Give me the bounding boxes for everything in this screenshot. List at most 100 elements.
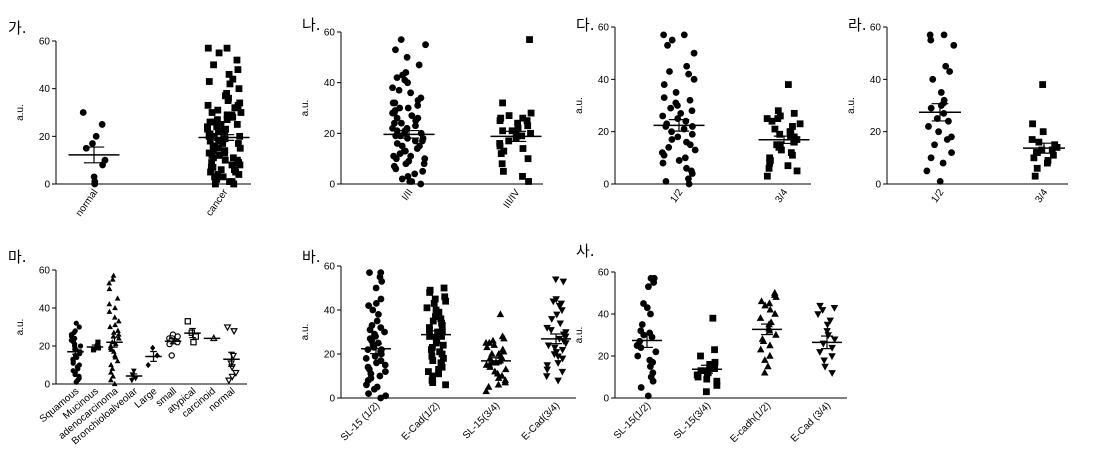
data-point bbox=[706, 361, 714, 368]
y-axis-title: a.u. bbox=[15, 319, 26, 336]
data-point bbox=[1029, 120, 1036, 128]
data-point bbox=[524, 122, 532, 130]
data-point bbox=[370, 385, 378, 393]
data-point bbox=[946, 68, 954, 75]
data-point bbox=[688, 130, 696, 138]
data-point bbox=[205, 132, 213, 140]
data-point bbox=[429, 357, 437, 364]
data-point bbox=[761, 356, 769, 363]
data-point bbox=[638, 321, 646, 328]
data-point bbox=[697, 352, 704, 360]
data-point bbox=[554, 377, 562, 385]
data-point bbox=[209, 163, 217, 171]
data-point bbox=[764, 362, 772, 370]
data-point bbox=[219, 140, 227, 147]
data-point bbox=[772, 293, 780, 300]
data-point bbox=[109, 276, 116, 282]
category-label: 1/2 bbox=[668, 187, 685, 205]
data-point bbox=[373, 317, 381, 325]
data-point bbox=[404, 79, 412, 87]
data-point bbox=[98, 121, 106, 128]
data-point bbox=[73, 320, 79, 326]
data-point bbox=[668, 136, 676, 143]
category-label: 1/2 bbox=[929, 187, 946, 205]
data-point bbox=[235, 85, 243, 93]
data-point bbox=[556, 320, 565, 328]
data-point bbox=[110, 272, 117, 278]
data-point bbox=[438, 322, 446, 329]
panel-label: 사. bbox=[576, 242, 595, 260]
data-point bbox=[438, 333, 445, 340]
panel-label: 나. bbox=[302, 16, 321, 34]
data-point bbox=[130, 368, 137, 374]
data-point bbox=[766, 351, 774, 359]
y-tick-label: 20 bbox=[324, 129, 336, 140]
data-point bbox=[830, 304, 839, 312]
data-point bbox=[644, 392, 652, 400]
data-point bbox=[432, 339, 440, 347]
data-point bbox=[502, 365, 510, 373]
data-point bbox=[554, 360, 562, 367]
data-point bbox=[168, 352, 175, 359]
data-point bbox=[830, 336, 839, 344]
data-point bbox=[115, 318, 122, 324]
data-point bbox=[527, 129, 534, 137]
data-point bbox=[551, 344, 559, 352]
y-tick-label: 20 bbox=[870, 127, 882, 138]
data-point bbox=[559, 278, 568, 286]
chart-panel-1: 가. 0 20 40 60 a.u. normal cancer bbox=[8, 19, 251, 219]
y-tick-label: 60 bbox=[324, 262, 336, 273]
data-point bbox=[232, 369, 240, 377]
data-point bbox=[494, 374, 503, 381]
data-point bbox=[680, 31, 688, 39]
data-point bbox=[440, 284, 448, 292]
data-point bbox=[1031, 172, 1039, 180]
data-point bbox=[73, 379, 79, 385]
data-point bbox=[398, 175, 406, 183]
chart-panel-2: 나. 0 20 40 60 a.u. I/II III/IV bbox=[300, 16, 543, 211]
data-point bbox=[688, 107, 696, 115]
data-point bbox=[413, 145, 421, 152]
data-point bbox=[363, 381, 370, 389]
data-point bbox=[381, 368, 389, 375]
data-point bbox=[1035, 138, 1043, 146]
data-point bbox=[483, 343, 491, 351]
data-point bbox=[550, 351, 559, 359]
data-point bbox=[766, 305, 774, 313]
data-point bbox=[419, 167, 427, 175]
data-point bbox=[543, 362, 552, 370]
data-point bbox=[685, 70, 693, 78]
data-point bbox=[215, 128, 222, 135]
data-point bbox=[647, 310, 654, 318]
data-point bbox=[236, 144, 244, 152]
data-point bbox=[950, 41, 958, 49]
data-point bbox=[112, 304, 118, 311]
data-point bbox=[814, 311, 822, 319]
data-point bbox=[486, 363, 494, 370]
category-label: 3/4 bbox=[1033, 187, 1050, 205]
data-point bbox=[697, 367, 705, 375]
data-point bbox=[204, 125, 211, 133]
data-point bbox=[931, 141, 938, 149]
data-point bbox=[440, 355, 447, 362]
data-point bbox=[77, 343, 84, 349]
data-point bbox=[927, 104, 935, 112]
data-point bbox=[234, 140, 242, 147]
data-point bbox=[555, 302, 564, 310]
data-point bbox=[660, 81, 668, 88]
data-point bbox=[366, 269, 373, 276]
data-point bbox=[672, 89, 680, 96]
data-point bbox=[823, 321, 832, 329]
data-point bbox=[1028, 136, 1036, 143]
data-point bbox=[765, 326, 774, 334]
data-point bbox=[823, 328, 831, 335]
data-point bbox=[689, 123, 696, 130]
data-point bbox=[228, 161, 236, 169]
data-point bbox=[219, 173, 227, 181]
data-point bbox=[397, 36, 405, 43]
data-point bbox=[234, 104, 242, 112]
data-point bbox=[371, 352, 379, 360]
data-point bbox=[1048, 146, 1056, 154]
data-point bbox=[761, 301, 769, 309]
data-point bbox=[403, 53, 411, 61]
